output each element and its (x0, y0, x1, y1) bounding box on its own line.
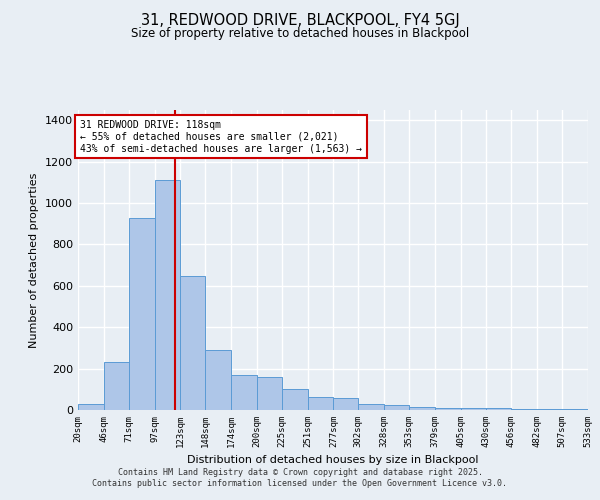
Bar (78, 404, 104, 410)
Text: Contains HM Land Registry data © Crown copyright and database right 2025.
Contai: Contains HM Land Registry data © Crown c… (92, 468, 508, 487)
Bar (257, 377, 282, 410)
Y-axis label: Number of detached properties: Number of detached properties (29, 172, 40, 348)
Bar (384, 405, 409, 410)
Bar (205, 350, 231, 410)
Bar (129, 218, 155, 410)
Bar (485, 408, 511, 410)
X-axis label: Distribution of detached houses by size in Blackpool: Distribution of detached houses by size … (187, 456, 479, 466)
Bar (104, 362, 129, 410)
Bar (435, 408, 461, 410)
Text: 31, REDWOOD DRIVE, BLACKPOOL, FY4 5GJ: 31, REDWOOD DRIVE, BLACKPOOL, FY4 5GJ (140, 12, 460, 28)
Text: Size of property relative to detached houses in Blackpool: Size of property relative to detached ho… (131, 28, 469, 40)
Bar (181, 276, 205, 410)
Text: 31 REDWOOD DRIVE: 118sqm
← 55% of detached houses are smaller (2,021)
43% of sem: 31 REDWOOD DRIVE: 118sqm ← 55% of detach… (80, 120, 362, 154)
Bar (334, 398, 358, 410)
Bar (308, 396, 334, 410)
Bar (155, 180, 181, 410)
Bar (282, 390, 308, 410)
Bar (358, 404, 384, 410)
Bar (461, 408, 485, 410)
Bar (231, 375, 257, 410)
Bar (511, 409, 537, 410)
Bar (409, 407, 435, 410)
